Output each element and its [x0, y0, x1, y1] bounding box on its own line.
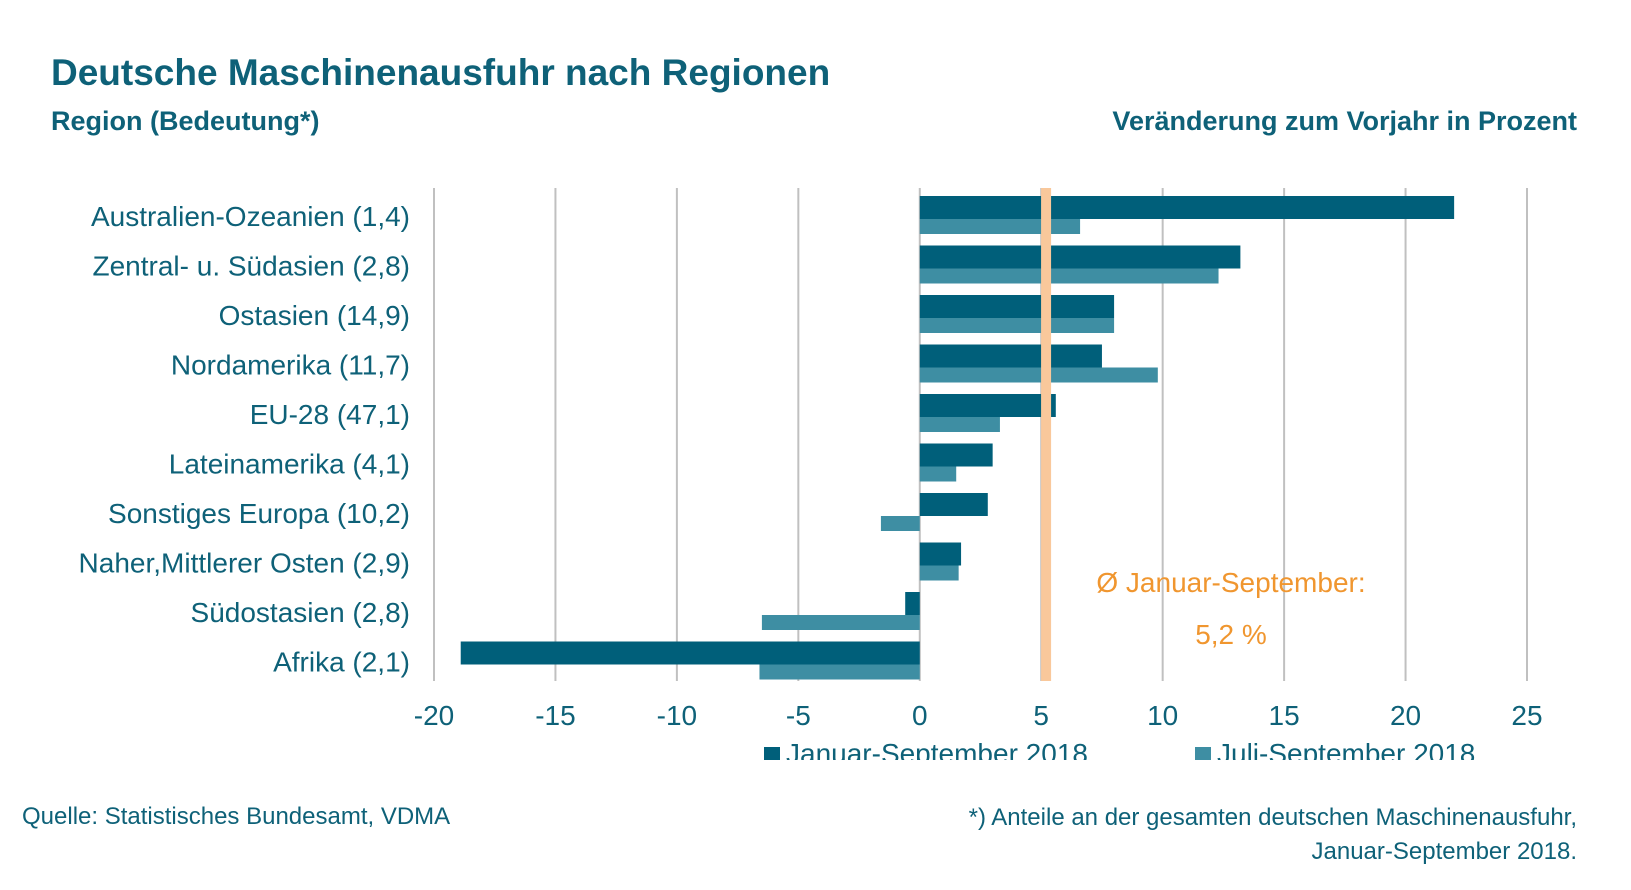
category-label: Naher,Mittlerer Osten (2,9): [79, 548, 410, 579]
legend-label: Januar-September 2018: [786, 738, 1088, 760]
bar-juli-september: [761, 615, 920, 630]
x-tick-label: -15: [535, 700, 575, 731]
bar-juli-september: [919, 417, 1000, 432]
average-line: [1041, 188, 1052, 681]
footnote-line-2: Januar-September 2018.: [1311, 838, 1578, 865]
x-tick-label: 25: [1511, 700, 1542, 731]
category-label: EU-28 (47,1): [250, 399, 410, 430]
legend: Januar-September 2018 Juli-September 2018: [764, 738, 1475, 760]
legend-swatch: [764, 747, 780, 760]
bar-januar-september: [919, 443, 993, 467]
legend-swatch: [1195, 747, 1211, 760]
bar-januar-september: [919, 394, 1056, 417]
bar-januar-september: [919, 493, 988, 516]
bar-januar-september: [919, 295, 1115, 318]
chart-title: Deutsche Maschinenausfuhr nach Regionen: [51, 52, 831, 93]
category-label: Zentral- u. Südasien (2,8): [93, 251, 411, 282]
bar-juli-september: [919, 268, 1219, 284]
bar-juli-september: [919, 367, 1158, 383]
category-label: Lateinamerika (4,1): [169, 449, 410, 480]
annotation-label: Ø Januar-September:: [1096, 567, 1365, 598]
category-label: Australien-Ozeanien (1,4): [91, 201, 410, 232]
bar-juli-september: [919, 318, 1115, 333]
x-tick-label: 15: [1269, 700, 1300, 731]
x-tick-label: -20: [414, 700, 454, 731]
x-tick-label: -10: [657, 700, 697, 731]
annotation-value: 5,2 %: [1195, 619, 1267, 650]
x-tick-labels: -20 -15 -10 -5 0 5 10 15 20 25: [414, 700, 1543, 731]
x-tick-label: 0: [912, 700, 928, 731]
category-label: Afrika (2,1): [273, 647, 410, 678]
category-label: Südostasien (2,8): [191, 597, 410, 628]
change-subtitle: Veränderung zum Vorjahr in Prozent: [1112, 106, 1577, 136]
bar-juli-september: [919, 219, 1081, 234]
bar-januar-september: [919, 542, 962, 566]
bar-chart: Australien-Ozeanien (1,4) Zentral- u. Süd…: [79, 188, 1543, 760]
category-label: Nordamerika (11,7): [171, 350, 410, 381]
bar-januar-september: [919, 245, 1241, 269]
legend-label: Juli-September 2018: [1217, 738, 1475, 760]
bar-januar-september: [919, 196, 1455, 219]
footnote: *) Anteile an der gesamten deutschen Mas…: [969, 801, 1577, 869]
bar-januar-september: [919, 344, 1102, 368]
source-note: Quelle: Statistisches Bundesamt, VDMA: [22, 803, 451, 830]
average-annotation: Ø Januar-September: 5,2 %: [1096, 567, 1365, 650]
bars: [460, 196, 1455, 680]
region-subtitle: Region (Bedeutung*): [51, 106, 320, 136]
category-label: Ostasien (14,9): [219, 300, 410, 331]
bar-juli-september: [919, 565, 959, 581]
x-tick-label: 20: [1390, 700, 1421, 731]
x-tick-label: 10: [1147, 700, 1178, 731]
footnote-line-1: *) Anteile an der gesamten deutschen Mas…: [968, 804, 1577, 831]
category-label: Sonstiges Europa (10,2): [108, 498, 410, 529]
x-tick-label: -5: [786, 700, 811, 731]
bar-juli-september: [759, 664, 920, 680]
x-tick-label: 5: [1033, 700, 1049, 731]
bar-juli-september: [880, 516, 920, 531]
category-labels: Australien-Ozeanien (1,4) Zentral- u. Süd…: [79, 201, 410, 678]
bar-januar-september: [460, 641, 920, 665]
average-reference: [1041, 188, 1052, 681]
bar-juli-september: [919, 466, 957, 482]
bar-januar-september: [905, 592, 920, 615]
